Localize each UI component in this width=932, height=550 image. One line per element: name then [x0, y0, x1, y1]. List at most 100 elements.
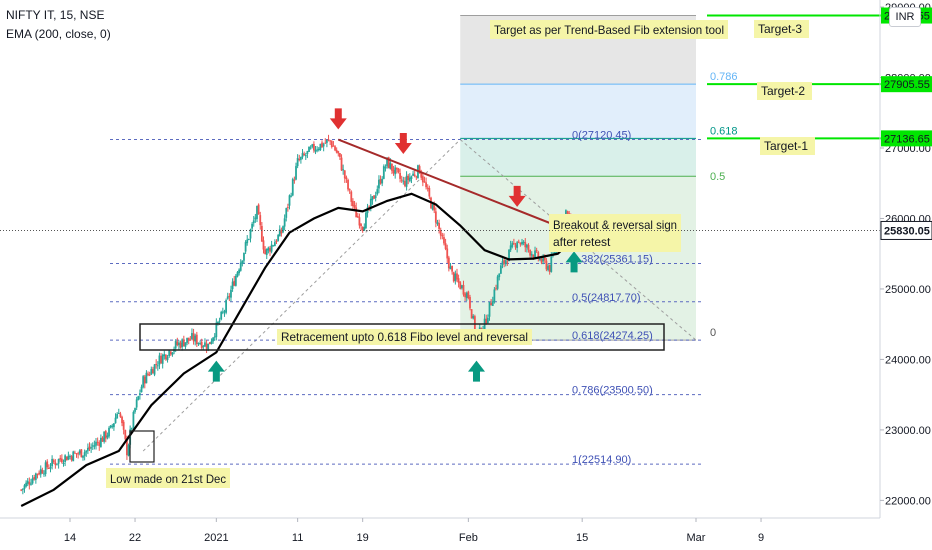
- candle-body: [90, 447, 93, 449]
- candle-body: [31, 478, 34, 484]
- candle-body: [399, 172, 401, 179]
- candle-body: [337, 151, 340, 154]
- candle-body: [256, 206, 258, 219]
- candle-body: [260, 225, 263, 242]
- fib-ext-label-0.786: 0.786: [710, 71, 738, 83]
- fib-ext-zone-0.618-0.786: [460, 84, 696, 139]
- candle-body: [168, 350, 171, 357]
- candle-body: [509, 245, 512, 251]
- candle-body: [104, 431, 107, 439]
- candle-body: [485, 318, 488, 324]
- candle-body: [382, 166, 385, 179]
- candle-body: [512, 243, 515, 245]
- candle-body: [535, 250, 538, 252]
- candle-body: [59, 457, 62, 460]
- ema-200-line: [20, 192, 575, 507]
- candle-body: [498, 273, 501, 278]
- candle-body: [379, 179, 382, 184]
- resistance-trendline: [337, 138, 575, 234]
- candle-body: [550, 256, 553, 272]
- candle-body: [317, 148, 320, 151]
- candle-body: [182, 339, 185, 347]
- candle-body: [273, 242, 276, 247]
- candle-body: [195, 334, 198, 345]
- candle-body: [161, 355, 164, 364]
- fib-ext-label-0.5: 0.5: [710, 171, 725, 183]
- candle-body: [215, 322, 218, 338]
- currency-button[interactable]: INR: [889, 7, 921, 27]
- candle-body: [394, 167, 397, 175]
- candle-body: [41, 469, 44, 474]
- y-tick-label: 23000.00: [885, 425, 931, 437]
- candle-body: [246, 239, 249, 244]
- x-tick-label: 9: [758, 532, 764, 544]
- fib-ext-label-0: 0: [710, 327, 716, 339]
- candle-body: [296, 158, 299, 167]
- fib-tool-note: Target as per Trend-Based Fib extension …: [494, 23, 724, 37]
- candle-body: [139, 393, 141, 396]
- candle-body: [77, 453, 80, 455]
- candle-body: [381, 178, 384, 184]
- fib-ret-label-5: 1(22514.90): [572, 454, 631, 466]
- candle-body: [109, 425, 112, 428]
- x-tick-label: 14: [64, 532, 76, 544]
- candle-body: [459, 282, 462, 289]
- candle-body: [319, 143, 322, 150]
- candle-body: [285, 208, 288, 218]
- candle-body: [460, 285, 463, 289]
- candle-body: [433, 203, 436, 211]
- candle-body: [208, 342, 211, 345]
- candle-body: [194, 335, 197, 342]
- candle-body: [259, 215, 262, 226]
- candle-body: [291, 179, 294, 196]
- candle-body: [514, 244, 517, 248]
- candle-body: [106, 435, 109, 438]
- candle-body: [407, 175, 410, 181]
- candle-body: [204, 342, 206, 347]
- candle-body: [391, 163, 393, 171]
- candle-body: [335, 149, 338, 153]
- candle-body: [451, 265, 454, 272]
- candle-body: [36, 473, 39, 475]
- candle-body: [499, 265, 502, 274]
- candle-body: [464, 293, 467, 298]
- candle-body: [517, 241, 520, 243]
- candle-body: [143, 376, 146, 384]
- x-tick-label: 11: [292, 532, 303, 544]
- up-arrow-3: [565, 251, 583, 273]
- candle-body: [30, 483, 32, 485]
- x-tick-label: Feb: [459, 532, 478, 544]
- candle-body: [117, 412, 120, 414]
- candle-body: [265, 248, 268, 255]
- up-arrow-1: [207, 360, 225, 382]
- candle-body: [220, 311, 223, 320]
- candle-body: [534, 250, 536, 258]
- candle-body: [234, 275, 237, 286]
- breakout-note-line2: after retest: [553, 235, 611, 249]
- candle-body: [309, 147, 312, 149]
- candle-body: [386, 157, 388, 167]
- candle-body: [418, 166, 421, 174]
- candle-body: [155, 363, 158, 365]
- plot-area: 0.5 0.618 0.786 0 0(27120.45) 0.382(25361.15)…: [0, 14, 932, 507]
- candle-body: [496, 276, 499, 289]
- candle-body: [299, 156, 302, 160]
- candle-body: [178, 342, 180, 346]
- candle-body: [69, 455, 71, 458]
- candle-body: [60, 458, 63, 463]
- candle-body: [537, 252, 540, 259]
- candle-body: [197, 342, 200, 344]
- fib-ret-label-0: 0(27120.45): [572, 130, 631, 142]
- candle-body: [241, 260, 244, 264]
- candle-body: [508, 249, 510, 262]
- candle-body: [352, 200, 354, 207]
- candle-body: [39, 469, 42, 475]
- fib-tool-note-bg: [490, 20, 728, 39]
- candle-body: [174, 340, 177, 349]
- candle-body: [314, 149, 317, 152]
- candle-body: [54, 462, 57, 466]
- y-tick-label: 22000.00: [885, 495, 931, 507]
- candle-body: [298, 158, 301, 160]
- candle-body: [426, 187, 429, 189]
